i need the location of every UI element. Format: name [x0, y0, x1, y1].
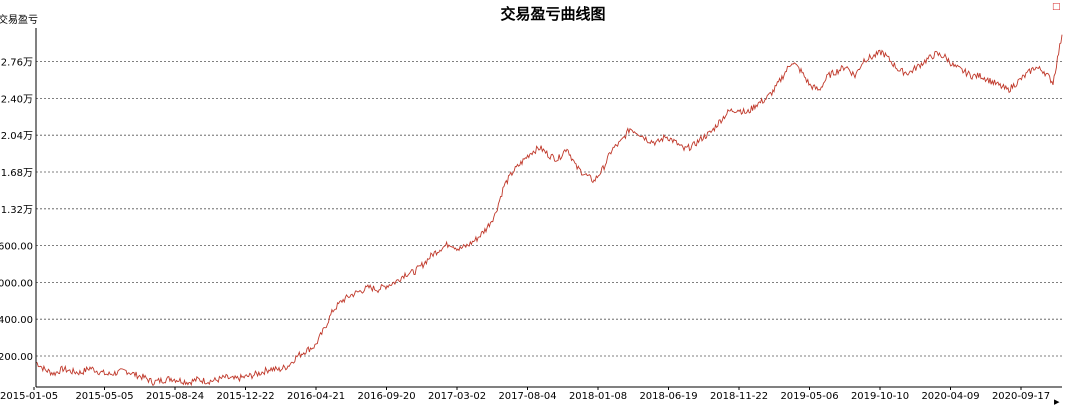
x-tick-label: 2017-03-02: [428, 391, 486, 402]
y-tick-label: 1.68万: [1, 168, 33, 179]
y-tick-label: 2.40万: [1, 94, 33, 105]
x-tick-label: 2018-01-08: [569, 391, 627, 402]
x-tick-label: 2017-08-04: [498, 391, 556, 402]
y-tick-label: 600.00: [0, 242, 33, 253]
x-tick-label: 2020-09-17: [992, 391, 1050, 402]
x-tick-label: 2015-12-22: [216, 391, 274, 402]
x-tick-label: 2016-09-20: [357, 391, 415, 402]
y-tick-label: 2.04万: [1, 131, 33, 142]
x-tick-label: 2019-10-10: [851, 391, 909, 402]
corner-marker[interactable]: □: [1052, 2, 1061, 12]
x-tick-label: 2020-04-09: [921, 391, 979, 402]
grid-lines: [36, 61, 1062, 357]
y-tick-label: 000.00: [0, 278, 33, 289]
x-tick-labels: 2015-01-05 2015-05-05 2015-08-24 2015-12-22…: [0, 387, 1050, 402]
y-tick-labels: 200.00 400.00 000.00 600.00 1.32万 1.68万 2.04万 2…: [0, 58, 33, 363]
y-tick-label: 400.00: [0, 315, 33, 326]
y-tick-label: 2.76万: [1, 58, 33, 69]
scroll-right-icon[interactable]: ▸: [1054, 395, 1060, 406]
x-tick-label: 2016-04-21: [287, 391, 345, 402]
x-tick-label: 2018-06-19: [639, 391, 697, 402]
y-axis-label: 交易盈亏: [0, 13, 38, 26]
series-line: [35, 34, 1063, 387]
x-tick-label: 2015-01-05: [0, 391, 58, 402]
y-tick-label: 200.00: [0, 352, 33, 363]
x-tick-label: 2015-08-24: [146, 391, 204, 402]
series-layer: [35, 34, 1063, 387]
x-tick-label: 2018-11-22: [710, 391, 768, 402]
y-tick-label: 1.32万: [1, 205, 33, 216]
x-tick-label: 2015-05-05: [75, 391, 133, 402]
x-tick-label: 2019-05-06: [780, 391, 838, 402]
chart-title: 交易盈亏曲线图: [500, 5, 605, 23]
